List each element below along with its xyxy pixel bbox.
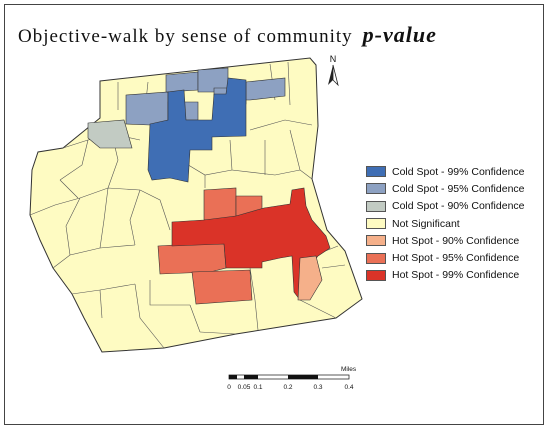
legend-item: Not Significant [366,215,525,232]
legend-swatch-cold-95 [366,183,386,195]
scale-bar: Miles 0 0.05 0.1 0.2 0.3 0.4 [227,366,357,391]
map-title: Objective-walk by sense of community p-va… [18,22,437,48]
legend-label: Hot Spot - 95% Confidence [392,252,520,265]
scale-unit: Miles [341,366,357,373]
scale-tick-0: 0 [227,384,231,391]
map-legend: Cold Spot - 99% Confidence Cold Spot - 9… [366,163,525,284]
legend-swatch-not-significant [366,218,386,230]
hot-spot-99-zone [171,187,331,301]
scale-tick-5: 0.4 [344,384,353,391]
legend-label: Cold Spot - 99% Confidence [392,165,525,178]
legend-label: Hot Spot - 99% Confidence [392,269,520,282]
north-label: N [330,54,337,64]
scale-tick-2: 0.1 [253,384,262,391]
hot-spot-95-zones [157,187,263,305]
legend-swatch-hot-90 [366,235,386,247]
legend-swatch-cold-99 [366,166,386,178]
legend-label: Cold Spot - 90% Confidence [392,200,525,213]
legend-swatch-hot-95 [366,252,386,264]
legend-swatch-cold-90 [366,200,386,212]
legend-item: Cold Spot - 90% Confidence [366,198,525,215]
north-arrow-icon: N [328,54,339,87]
legend-label: Not Significant [392,217,460,230]
legend-swatch-hot-99 [366,269,386,281]
scale-tick-1: 0.05 [238,384,251,391]
cold-spot-99-zone [147,77,247,183]
title-main: Objective-walk by sense of community [18,26,353,47]
scale-tick-4: 0.3 [313,384,322,391]
legend-item: Hot Spot - 99% Confidence [366,267,525,284]
hot-spot-90-zone [297,255,323,301]
legend-item: Cold Spot - 99% Confidence [366,163,525,180]
legend-label: Cold Spot - 95% Confidence [392,182,525,195]
legend-item: Hot Spot - 95% Confidence [366,249,525,266]
scale-tick-3: 0.2 [283,384,292,391]
cold-spot-90-zone [87,119,133,149]
legend-item: Hot Spot - 90% Confidence [366,232,525,249]
title-emphasis: p-value [362,22,437,47]
legend-label: Hot Spot - 90% Confidence [392,234,520,247]
legend-item: Cold Spot - 95% Confidence [366,180,525,197]
